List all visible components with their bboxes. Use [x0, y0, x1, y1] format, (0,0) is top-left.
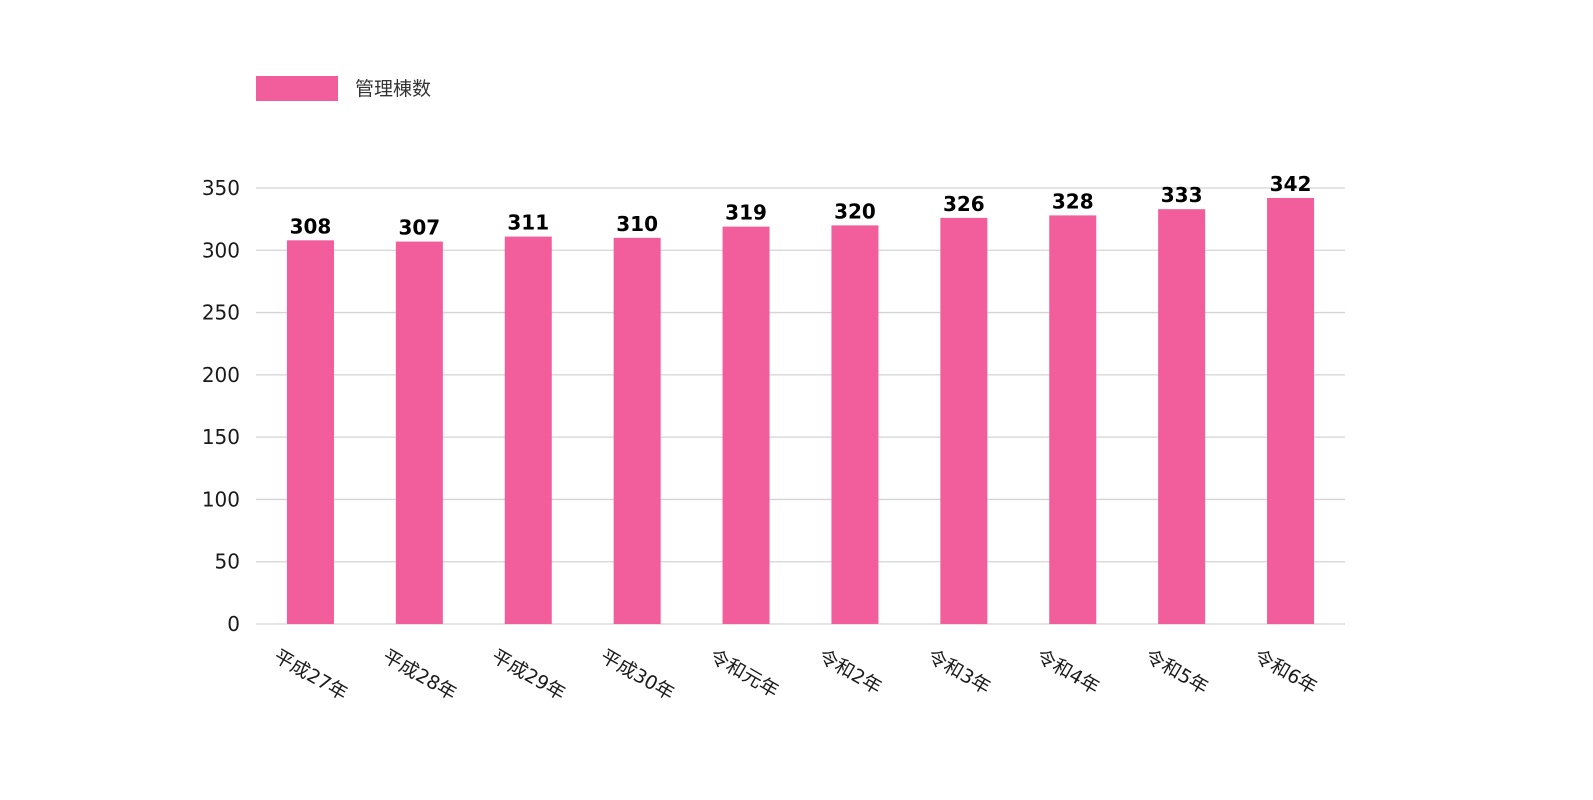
bars: [286, 197, 1315, 625]
data-label: 310: [616, 212, 658, 236]
bar: [940, 217, 988, 624]
x-category-label: 平成28年: [379, 645, 460, 705]
data-label: 342: [1270, 172, 1312, 196]
y-tick-label: 100: [202, 487, 240, 511]
bar: [504, 236, 552, 624]
data-label: 307: [398, 216, 440, 240]
x-category-label: 令和元年: [706, 645, 783, 702]
bar: [1158, 209, 1206, 625]
data-label: 319: [725, 201, 767, 225]
data-label: 328: [1052, 189, 1094, 213]
bar: [613, 237, 661, 625]
x-axis-category-labels: 平成27年 平成28年 平成29年 平成30年 令和元年 令和2年 令和3年 令和4年 令和5年…: [270, 645, 1321, 705]
data-labels: 308 307 311 310 319 320 326 328 333 342: [290, 172, 1312, 240]
data-label: 308: [290, 214, 332, 238]
bar: [831, 225, 879, 624]
bar: [1049, 215, 1097, 625]
bar: [286, 240, 334, 624]
y-tick-label: 250: [202, 301, 240, 325]
x-category-label: 令和4年: [1032, 645, 1103, 699]
x-category-label: 平成27年: [270, 645, 351, 705]
legend: 管理棟数: [256, 76, 431, 101]
y-tick-label: 300: [202, 238, 240, 262]
legend-label: 管理棟数: [355, 78, 431, 100]
x-category-label: 平成29年: [488, 645, 569, 705]
y-tick-label: 50: [215, 550, 240, 574]
y-tick-label: 0: [227, 612, 240, 636]
legend-swatch: [256, 76, 338, 101]
data-label: 326: [943, 192, 985, 216]
data-label: 333: [1161, 183, 1203, 207]
x-category-label: 令和6年: [1250, 645, 1321, 699]
y-tick-label: 350: [202, 176, 240, 200]
y-tick-label: 200: [202, 363, 240, 387]
y-axis-tick-labels: 0 50 100 150 200 250 300 350: [202, 176, 240, 636]
bar: [395, 241, 443, 624]
y-tick-label: 150: [202, 425, 240, 449]
bar: [1267, 197, 1315, 625]
data-label: 311: [507, 211, 549, 235]
x-category-label: 令和2年: [814, 645, 885, 699]
x-category-label: 平成30年: [597, 645, 678, 705]
data-label: 320: [834, 199, 876, 223]
x-category-label: 令和3年: [923, 645, 994, 699]
bar: [722, 226, 770, 625]
x-category-label: 令和5年: [1141, 645, 1212, 699]
